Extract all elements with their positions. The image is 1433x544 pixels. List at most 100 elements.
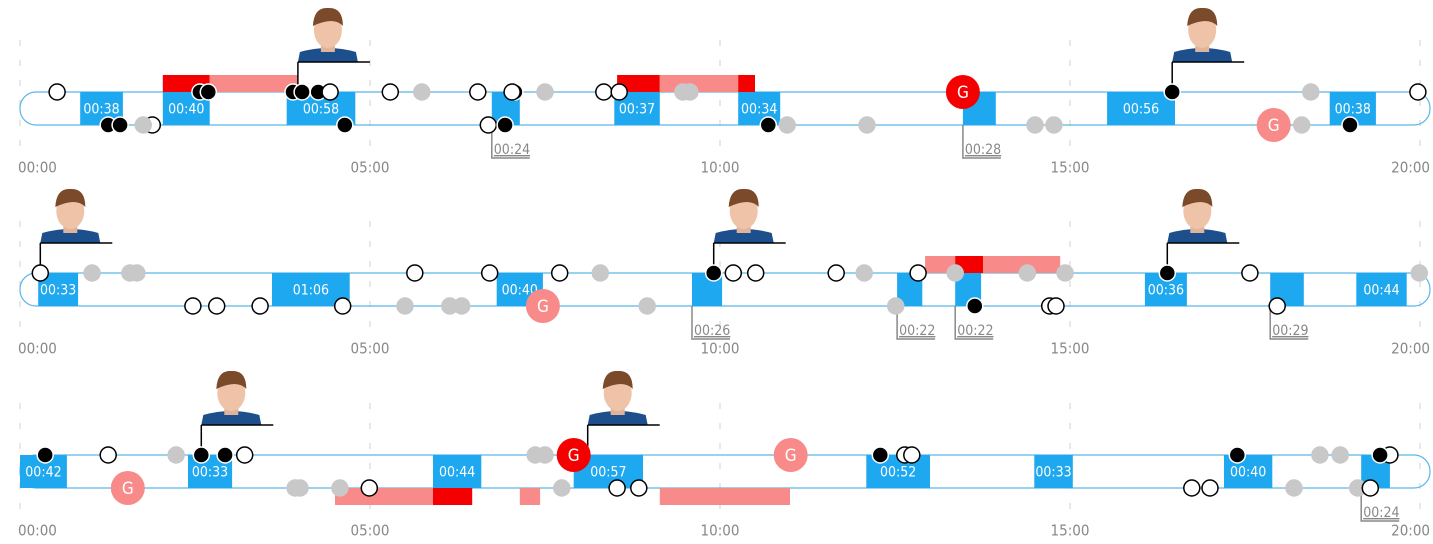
goal-marker <box>773 438 808 472</box>
shift-label: 00:38 <box>83 102 119 118</box>
event-dot <box>827 264 845 282</box>
player-photo <box>200 368 274 455</box>
shift-label: 00:57 <box>590 465 626 481</box>
player-photo <box>1171 5 1245 92</box>
photo-hair <box>1187 7 1218 26</box>
event-dot <box>550 264 569 282</box>
callout-line <box>896 306 936 340</box>
event-dot <box>396 297 414 315</box>
goal-label: G <box>537 297 549 317</box>
event-dot <box>630 479 648 497</box>
photo-hair <box>1182 188 1213 207</box>
callout-label: 00:24 <box>494 142 530 158</box>
event-dot <box>503 83 521 101</box>
photo-hair <box>602 370 633 389</box>
period-timeline: 00:00 05:00 10:00 15:00 20:00 00:33 01:06 00:40… <box>18 186 1431 358</box>
event-dot <box>291 479 309 497</box>
callout-label: 00:28 <box>965 142 1001 158</box>
event-dot <box>1201 479 1219 497</box>
player-photo <box>297 5 370 92</box>
x-tick-label: 05:00 <box>351 340 390 358</box>
event-dot <box>1268 297 1286 315</box>
event-dot <box>886 297 905 315</box>
shift <box>433 455 482 488</box>
event-dot <box>608 479 626 497</box>
event-dot <box>946 264 964 282</box>
photo-hair <box>312 7 343 26</box>
event-dot <box>1410 264 1429 282</box>
callout-label: 00:29 <box>1272 323 1308 339</box>
shift-label: 00:40 <box>1230 465 1266 481</box>
goal-marker <box>1256 108 1291 142</box>
event-dot <box>595 83 613 101</box>
penalty <box>659 488 790 505</box>
x-tick-label: 10:00 <box>701 159 740 177</box>
event-dot <box>724 264 743 282</box>
callout-line <box>1360 488 1400 522</box>
event-dot <box>1302 83 1320 101</box>
track <box>19 91 1431 126</box>
event-dot <box>1361 479 1380 497</box>
event-dot <box>536 446 554 464</box>
event-dot <box>251 297 269 315</box>
event-dot <box>111 116 129 134</box>
event-dot <box>1341 116 1359 134</box>
penalty <box>738 75 755 92</box>
event-dot <box>855 264 873 282</box>
event-dot <box>1311 446 1329 464</box>
event-dot <box>1183 479 1201 497</box>
event-dot <box>36 446 54 464</box>
event-dot <box>909 264 927 282</box>
event-dot <box>778 116 796 134</box>
event-dot <box>48 83 66 101</box>
shift-label: 00:33 <box>1035 465 1071 481</box>
goal-label: G <box>1268 116 1280 136</box>
event-dot <box>746 264 765 282</box>
shift-label: 00:44 <box>1363 283 1399 299</box>
player-photo <box>586 368 660 455</box>
x-tick-label: 15:00 <box>1051 159 1090 177</box>
event-dot <box>480 264 499 282</box>
callout-label: 00:26 <box>694 323 730 339</box>
penalty <box>335 488 433 505</box>
shift-label: 00:40 <box>168 102 204 118</box>
penalty <box>433 488 473 505</box>
goal-label: G <box>122 479 134 499</box>
period-timeline: 00:00 05:00 10:00 15:00 20:00 00:38 00:40 00:58… <box>18 5 1431 177</box>
penalty <box>519 488 541 505</box>
event-dot <box>452 297 471 315</box>
event-dot <box>381 83 400 101</box>
event-dot <box>406 264 424 282</box>
penalty <box>659 75 739 92</box>
shift-label: 00:56 <box>1123 102 1159 118</box>
event-dot <box>1292 116 1311 134</box>
event-dot <box>496 116 514 134</box>
photo-shirt <box>40 229 101 243</box>
photo-hair <box>55 188 86 207</box>
shift-label: 00:34 <box>741 102 777 118</box>
callout-line <box>491 125 530 159</box>
penalty <box>983 256 1061 273</box>
callout-label: 00:24 <box>1363 505 1399 521</box>
x-tick-label: 15:00 <box>1051 340 1090 358</box>
event-dot <box>128 264 146 282</box>
shift-label: 00:33 <box>192 465 228 481</box>
event-dot <box>192 446 211 464</box>
x-tick-label: 10:00 <box>701 522 740 540</box>
event-dot <box>1371 446 1389 464</box>
player-photo <box>1166 186 1240 273</box>
goal-marker <box>556 438 591 472</box>
event-dot <box>704 264 723 282</box>
event-dot <box>610 83 628 101</box>
photo-shirt <box>201 411 262 425</box>
x-tick-label: 10:00 <box>701 340 740 358</box>
shift <box>1356 273 1407 306</box>
track <box>19 272 1431 307</box>
photo-shirt <box>297 48 358 62</box>
event-dot <box>134 116 152 134</box>
photo-shirt <box>1172 48 1233 62</box>
x-tick-label: 20:00 <box>1391 522 1430 540</box>
goal-label: G <box>957 83 969 103</box>
event-dot <box>1158 264 1177 282</box>
